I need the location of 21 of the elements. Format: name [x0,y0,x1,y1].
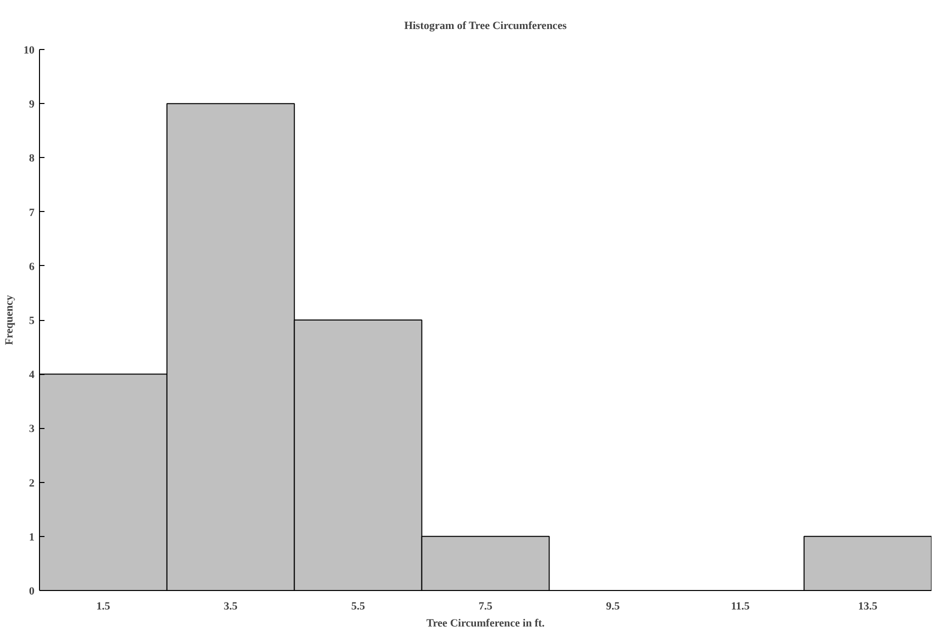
x-axis-title: Tree Circumference in ft. [426,618,545,630]
x-tick-label: 5.5 [351,600,366,612]
x-tick-label: 7.5 [478,600,493,612]
x-tick-label: 11.5 [731,600,750,612]
y-axis-title: Frequency [4,294,16,345]
y-tick-label: 2 [29,477,35,490]
y-tick-label: 5 [29,315,35,327]
chart-title: Histogram of Tree Circumferences [404,20,568,32]
y-tick-label: 10 [24,44,35,56]
y-tick-label: 7 [29,206,35,219]
x-tick-label: 1.5 [96,600,111,612]
x-tick-label: 3.5 [224,600,238,612]
y-tick-label: 1 [29,531,34,544]
x-tick-label: 9.5 [606,600,620,612]
x-tick-label: 13.5 [858,600,878,612]
y-tick-label: 9 [29,98,35,111]
y-tick-label: 4 [29,369,35,382]
y-tick-label: 3 [29,423,35,436]
y-tick-label: 0 [29,586,35,598]
y-tick-label: 6 [29,260,35,273]
y-tick-label: 8 [29,152,35,165]
